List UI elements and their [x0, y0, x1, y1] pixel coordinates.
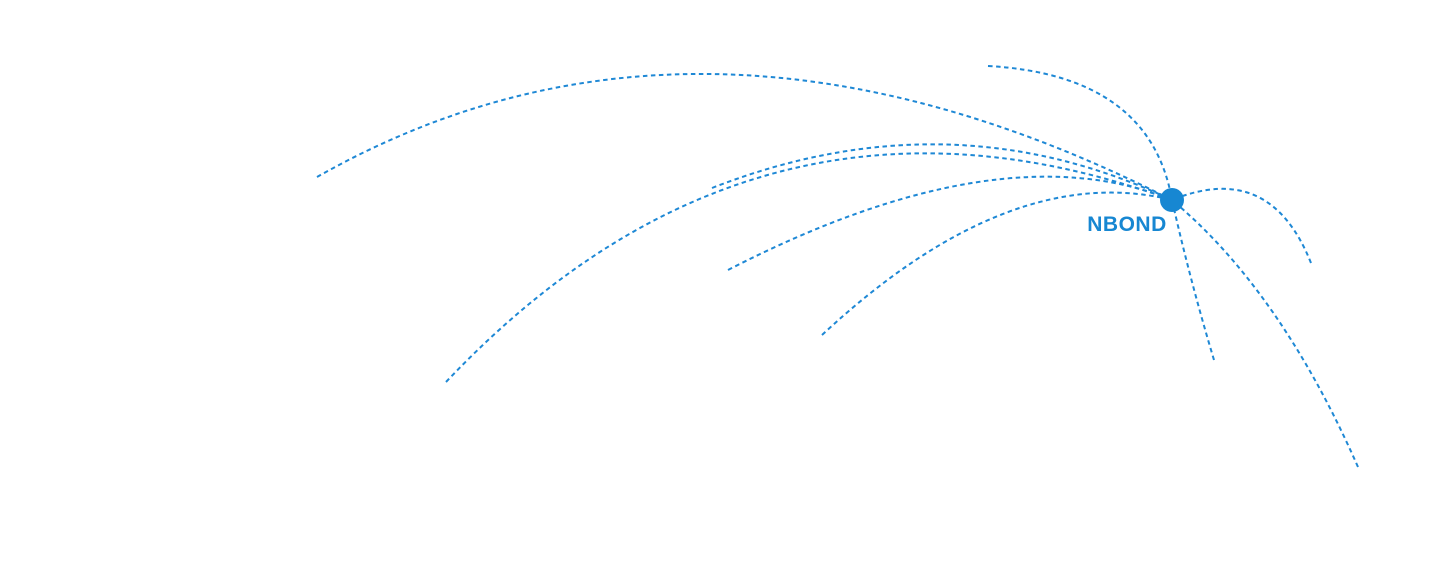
edge-to-below — [1171, 199, 1215, 361]
edge-from-top-edge — [987, 65, 1173, 201]
edge-from-lower-left — [445, 152, 1173, 383]
edge-to-right-arc — [1171, 187, 1312, 264]
edge-from-mid-lower — [821, 191, 1173, 336]
node-label-nbond[interactable]: NBOND — [1084, 210, 1169, 239]
edges-layer — [316, 65, 1359, 468]
edge-to-bottom-right — [1171, 199, 1359, 468]
graph-node-nbond[interactable] — [1160, 188, 1184, 212]
edge-from-left-edge — [316, 72, 1173, 201]
edge-from-mid — [727, 175, 1173, 271]
